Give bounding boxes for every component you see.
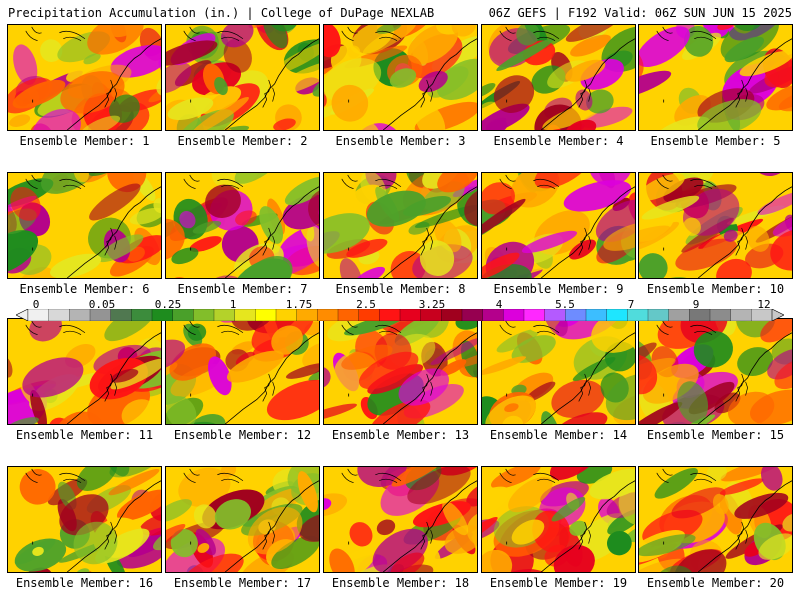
colorbar-max-arrow — [771, 309, 784, 321]
colorbar-swatch — [337, 309, 360, 321]
colorbar-label: 12 — [757, 298, 771, 311]
colorbar-swatch — [689, 309, 711, 321]
colorbar-swatch — [730, 309, 752, 321]
colorbar-swatch — [399, 309, 422, 321]
colorbar-swatch — [420, 309, 442, 321]
member-caption-18: Ensemble Member: 18 — [331, 576, 470, 590]
colorbar-swatch — [110, 309, 132, 321]
colorbar-swatch — [275, 309, 298, 321]
colorbar-label: 9 — [692, 298, 700, 311]
colorbar-swatch — [27, 309, 50, 321]
colorbar-swatch — [565, 309, 587, 321]
run-info: 06Z GEFS | F192 Valid: 06Z SUN JUN 15 20… — [488, 6, 792, 20]
colorbar-swatch — [234, 309, 256, 321]
colorbar-swatch — [89, 309, 112, 321]
colorbar-label: 0.25 — [154, 298, 182, 311]
map-title: Precipitation Accumulation (in.) | Colle… — [8, 6, 435, 20]
member-caption-20: Ensemble Member: 20 — [646, 576, 785, 590]
colorbar-swatch — [172, 309, 194, 321]
colorbar-swatch — [482, 309, 504, 321]
member-map-8 — [323, 172, 478, 279]
colorbar-swatch — [751, 309, 773, 321]
colorbar-swatch — [544, 309, 566, 321]
colorbar-swatch — [503, 309, 525, 321]
colorbar-swatch — [461, 309, 484, 321]
colorbar-label: 3.25 — [418, 298, 446, 311]
colorbar-swatch — [668, 309, 690, 321]
member-map-4 — [481, 24, 636, 131]
colorbar-swatch — [358, 309, 380, 321]
member-caption-8: Ensemble Member: 8 — [335, 282, 466, 296]
member-caption-11: Ensemble Member: 11 — [15, 428, 154, 442]
member-map-3 — [323, 24, 478, 131]
member-map-11 — [7, 318, 162, 425]
member-map-10 — [638, 172, 793, 279]
member-caption-7: Ensemble Member: 7 — [177, 282, 308, 296]
colorbar-swatch — [585, 309, 608, 321]
header: Precipitation Accumulation (in.) | Colle… — [8, 6, 792, 22]
member-map-18 — [323, 466, 478, 573]
member-map-19 — [481, 466, 636, 573]
member-caption-15: Ensemble Member: 15 — [646, 428, 785, 442]
colorbar-swatch — [647, 309, 670, 321]
colorbar-swatch — [69, 309, 91, 321]
colorbar-label: 1.75 — [285, 298, 313, 311]
colorbar-label: 4 — [495, 298, 503, 311]
member-map-5 — [638, 24, 793, 131]
colorbar-label: 0.05 — [88, 298, 116, 311]
colorbar-swatch — [193, 309, 215, 321]
colorbar-labels: 0 0.05 0.25 1 1.75 2.5 3.25 4 5.5 7 9 12 — [16, 298, 784, 311]
member-caption-16: Ensemble Member: 16 — [15, 576, 154, 590]
colorbar-swatch — [48, 309, 70, 321]
member-map-14 — [481, 318, 636, 425]
colorbar-swatch — [151, 309, 174, 321]
member-map-1 — [7, 24, 162, 131]
member-caption-3: Ensemble Member: 3 — [335, 134, 466, 148]
member-map-16 — [7, 466, 162, 573]
member-caption-2: Ensemble Member: 2 — [177, 134, 308, 148]
colorbar-swatch — [441, 309, 463, 321]
colorbar-swatch — [255, 309, 277, 321]
colorbar-label: 1 — [229, 298, 237, 311]
member-caption-17: Ensemble Member: 17 — [173, 576, 312, 590]
member-caption-6: Ensemble Member: 6 — [19, 282, 150, 296]
colorbar-swatch — [213, 309, 236, 321]
colorbar-swatch — [317, 309, 339, 321]
colorbar-label: 2.5 — [356, 298, 376, 311]
colorbar-label: 7 — [627, 298, 635, 311]
member-caption-4: Ensemble Member: 4 — [493, 134, 624, 148]
colorbar-swatch — [709, 309, 732, 321]
colorbar-swatch — [606, 309, 628, 321]
colorbar-swatch — [131, 309, 153, 321]
member-caption-13: Ensemble Member: 13 — [331, 428, 470, 442]
member-caption-5: Ensemble Member: 5 — [650, 134, 781, 148]
colorbar-min-arrow — [16, 309, 29, 321]
colorbar-label: 0 — [32, 298, 40, 311]
colorbar-swatch — [296, 309, 318, 321]
colorbar-swatch — [627, 309, 649, 321]
member-caption-10: Ensemble Member: 10 — [646, 282, 785, 296]
colorbar-swatch — [523, 309, 546, 321]
member-caption-9: Ensemble Member: 9 — [493, 282, 624, 296]
member-map-9 — [481, 172, 636, 279]
member-caption-19: Ensemble Member: 19 — [489, 576, 628, 590]
member-caption-1: Ensemble Member: 1 — [19, 134, 150, 148]
member-map-6 — [7, 172, 162, 279]
member-map-2 — [165, 24, 320, 131]
precipitation-colorbar — [16, 309, 784, 321]
member-map-7 — [165, 172, 320, 279]
member-map-17 — [165, 466, 320, 573]
colorbar-label: 5.5 — [555, 298, 575, 311]
member-map-20 — [638, 466, 793, 573]
member-caption-14: Ensemble Member: 14 — [489, 428, 628, 442]
colorbar-swatch — [379, 309, 401, 321]
member-caption-12: Ensemble Member: 12 — [173, 428, 312, 442]
member-map-13 — [323, 318, 478, 425]
member-map-12 — [165, 318, 320, 425]
member-map-15 — [638, 318, 793, 425]
